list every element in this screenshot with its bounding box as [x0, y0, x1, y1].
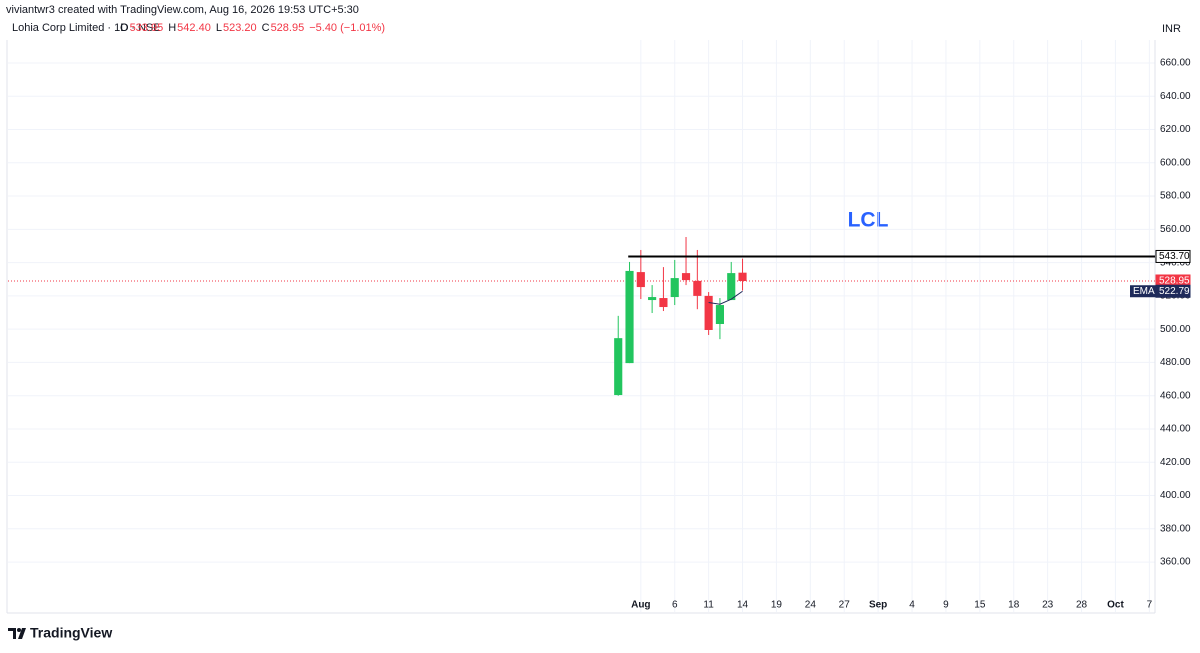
ohlc-key: O — [120, 22, 129, 34]
x-tick-label: Oct — [1107, 600, 1124, 611]
x-tick-label: 27 — [839, 600, 851, 611]
candle-body — [636, 272, 645, 288]
ema-line — [708, 290, 743, 305]
ema-label-box — [1155, 284, 1191, 298]
y-tick-label: 400.00 — [1160, 490, 1191, 501]
y-tick-label: 440.00 — [1160, 424, 1191, 435]
x-tick-label: 18 — [1008, 600, 1020, 611]
x-tick-label: Aug — [631, 600, 650, 611]
candle-body — [659, 298, 668, 308]
y-tick-label: 500.00 — [1160, 324, 1191, 335]
x-tick-label: Sep — [869, 600, 887, 611]
candle-body — [738, 272, 747, 281]
ohlc-value: 523.20 — [223, 22, 257, 34]
ohlc-value: 542.40 — [177, 22, 211, 34]
x-tick-label: 28 — [1076, 600, 1088, 611]
y-tick-label: 600.00 — [1160, 157, 1191, 168]
ohlc-value: 533.95 — [130, 22, 164, 34]
x-tick-label: 24 — [805, 600, 817, 611]
change: −5.40 (−1.01%) — [309, 22, 385, 34]
x-tick-label: 15 — [974, 600, 986, 611]
logo-dot — [17, 628, 21, 632]
candle-body — [648, 297, 657, 301]
level-label-box — [1155, 249, 1191, 263]
ohlc-key: L — [216, 22, 222, 34]
ema-name-box — [1130, 285, 1156, 298]
ohlc-key: H — [168, 22, 176, 34]
brand: TradingView — [30, 625, 112, 641]
x-tick-label: 11 — [703, 600, 714, 611]
y-tick-label: 420.00 — [1160, 457, 1191, 468]
y-tick-label: 620.00 — [1160, 124, 1191, 135]
credit: viviantwr3 created with TradingView.com,… — [6, 4, 359, 16]
candle-body — [614, 338, 623, 396]
annotation: LCL — [848, 209, 889, 232]
ohlc-key: C — [262, 22, 270, 34]
y-tick-label: 460.00 — [1160, 390, 1191, 401]
y-tick-label: 360.00 — [1160, 557, 1191, 568]
x-tick-label: 14 — [737, 600, 749, 611]
x-tick-label: 7 — [1147, 600, 1153, 611]
y-tick-label: 380.00 — [1160, 523, 1191, 534]
y-tick-label: 640.00 — [1160, 91, 1191, 102]
y-tick-label: 660.00 — [1160, 58, 1191, 69]
ohlc-value: 528.95 — [271, 22, 305, 34]
candle-body — [715, 305, 724, 325]
candle-body — [670, 278, 679, 298]
candle-body — [704, 295, 713, 330]
x-tick-label: 4 — [909, 600, 915, 611]
y-tick-label: 580.00 — [1160, 191, 1191, 202]
y-tick-label: 560.00 — [1160, 224, 1191, 235]
candle-body — [693, 280, 702, 296]
brand-logo: TradingView — [8, 625, 112, 641]
ema-label: 522.79 — [1159, 286, 1190, 297]
currency: INR — [1162, 23, 1181, 35]
candle-body — [681, 273, 691, 281]
x-tick-label: 9 — [943, 600, 949, 611]
candle-body — [727, 273, 736, 301]
logo-icon — [8, 628, 26, 639]
candle-body — [625, 270, 634, 364]
y-tick-label: 480.00 — [1160, 357, 1191, 368]
last-price-label: 528.95 — [1159, 276, 1190, 287]
level-label: 543.70 — [1159, 251, 1190, 262]
x-tick-label: 23 — [1042, 600, 1054, 611]
symbol-title: Lohia Corp Limited · 1D · NSE — [12, 22, 161, 34]
ema-name: EMA — [1133, 286, 1155, 297]
x-tick-label: 6 — [672, 600, 678, 611]
x-tick-label: 19 — [771, 600, 783, 611]
